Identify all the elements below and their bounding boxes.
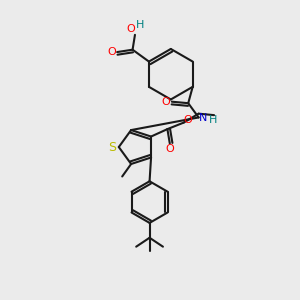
Text: H: H xyxy=(136,20,145,30)
Text: O: O xyxy=(126,25,135,34)
Text: H: H xyxy=(209,116,217,125)
Text: O: O xyxy=(184,115,193,124)
Text: O: O xyxy=(162,97,170,107)
Text: S: S xyxy=(108,140,116,154)
Text: O: O xyxy=(165,144,174,154)
Text: N: N xyxy=(199,113,207,123)
Text: O: O xyxy=(107,47,116,57)
